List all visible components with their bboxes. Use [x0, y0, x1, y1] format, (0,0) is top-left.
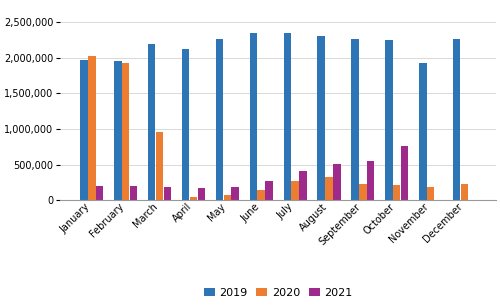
Bar [224, 195, 231, 200]
Bar [182, 49, 190, 200]
Bar [367, 161, 374, 200]
Bar [198, 188, 205, 200]
Bar [427, 187, 434, 200]
Bar [284, 33, 291, 200]
Bar [299, 171, 306, 200]
Bar [130, 186, 137, 200]
Bar [359, 184, 366, 200]
Legend: 2019, 2020, 2021: 2019, 2020, 2021 [199, 283, 357, 302]
Bar [266, 181, 272, 200]
Bar [292, 180, 299, 200]
Bar [401, 146, 408, 200]
Bar [419, 63, 426, 200]
Bar [232, 187, 239, 200]
Bar [88, 56, 96, 200]
Bar [461, 184, 468, 200]
Bar [258, 190, 265, 200]
Bar [156, 132, 164, 200]
Bar [216, 39, 224, 200]
Bar [352, 39, 359, 200]
Bar [190, 197, 197, 200]
Bar [326, 177, 332, 200]
Bar [122, 63, 130, 200]
Bar [393, 185, 400, 200]
Bar [148, 44, 156, 200]
Bar [114, 61, 122, 200]
Bar [453, 39, 460, 200]
Bar [385, 40, 392, 200]
Bar [250, 33, 257, 200]
Bar [80, 60, 87, 200]
Bar [96, 186, 104, 200]
Bar [318, 36, 325, 200]
Bar [164, 187, 171, 200]
Bar [333, 164, 340, 200]
